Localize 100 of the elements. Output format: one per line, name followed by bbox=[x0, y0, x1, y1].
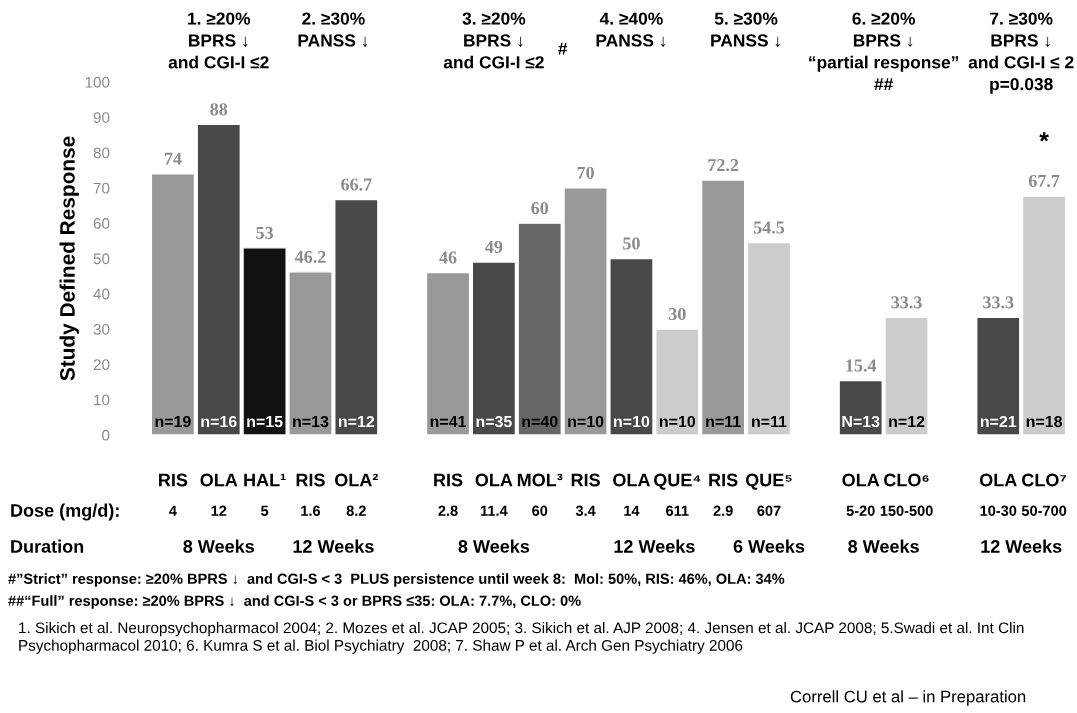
annotation: n=15 bbox=[247, 416, 283, 428]
y-tick-label: 100 bbox=[85, 76, 110, 88]
bar bbox=[150, 173, 196, 435]
text: 1. ≥20% BPRS ↓ and CGI-I ≤2 bbox=[168, 12, 269, 69]
annotation: n=21 bbox=[980, 415, 1017, 428]
text: Dose (mg/d): bbox=[11, 503, 119, 521]
y-tick-label: 90 bbox=[93, 112, 110, 123]
annotation: n=11 bbox=[706, 416, 741, 428]
annotation: n=13 bbox=[293, 415, 329, 428]
text: 8 Weeks bbox=[458, 539, 530, 553]
annotation: n=10 bbox=[614, 415, 650, 428]
text: 5-20 bbox=[846, 505, 875, 516]
x-tick-label: OLA bbox=[475, 473, 513, 487]
annotation: n=11 bbox=[752, 416, 787, 428]
x-tick-label: OLA bbox=[842, 473, 880, 487]
x-tick-label: HAL¹ bbox=[244, 473, 286, 487]
annotation: n=41 bbox=[430, 416, 466, 428]
text: 12 Weeks bbox=[614, 539, 695, 553]
data-label: 46 bbox=[439, 251, 457, 264]
text: 12 Weeks bbox=[981, 539, 1062, 553]
text: 8 Weeks bbox=[183, 539, 254, 553]
data-label: 33.3 bbox=[891, 296, 922, 309]
annotation: N=13 bbox=[842, 415, 880, 428]
data-label: 67.7 bbox=[1028, 174, 1060, 188]
data-label: 33.3 bbox=[983, 296, 1014, 309]
text: # bbox=[558, 42, 568, 55]
bar bbox=[976, 316, 1021, 435]
text: 5. ≥30% PANSS ↓ bbox=[711, 12, 780, 47]
text: Correll CU et al – in Preparation bbox=[790, 690, 1026, 706]
bar bbox=[425, 271, 471, 435]
x-tick-label: MOL³ bbox=[517, 473, 563, 487]
text: 607 bbox=[757, 505, 781, 516]
text: 150-500 bbox=[880, 505, 933, 516]
y-tick-label: 10 bbox=[94, 394, 110, 406]
bar bbox=[746, 241, 792, 435]
data-label: 74 bbox=[164, 152, 182, 165]
y-tick-label: 40 bbox=[93, 288, 110, 300]
data-label: 70 bbox=[577, 166, 594, 179]
x-tick-label: OLA bbox=[200, 473, 238, 487]
text: 4 bbox=[169, 505, 177, 516]
text: 611 bbox=[666, 505, 689, 516]
x-tick-label: QUE⁵ bbox=[745, 473, 792, 490]
text: 3. ≥20% BPRS ↓ and CGI-I ≤2 bbox=[443, 12, 544, 69]
text: 1. Sikich et al. Neuropsychopharmacol 2004; 2. Mozes et al. JCAP 2005; 3. Sikich et al. AJP 2008; 4. Jensen et al. JCAP 2008; 5.Swadi et al. Int Clin Psychopharmacol 2010; 6. Kumra S et al. Biol Psychiatry 2008; 7. Shaw P et al. Arch Gen Psychiatry 2006 bbox=[19, 622, 1024, 654]
data-label: 50 bbox=[623, 237, 640, 250]
text: Duration bbox=[11, 539, 84, 553]
y-axis-title: Study Defined Response bbox=[59, 136, 79, 381]
annotation: n=12 bbox=[338, 415, 375, 428]
text: 2.9 bbox=[713, 505, 733, 516]
x-tick-label: RIS bbox=[296, 473, 325, 487]
x-tick-label: RIS bbox=[159, 473, 188, 487]
annotation: n=18 bbox=[1026, 415, 1063, 428]
annotation: n=10 bbox=[659, 415, 696, 428]
text: 2. ≥30% PANSS ↓ bbox=[298, 12, 368, 47]
text: 6 Weeks bbox=[733, 539, 805, 553]
y-tick-label: 30 bbox=[93, 323, 110, 335]
annotation: n=35 bbox=[476, 415, 512, 428]
x-tick-label: OLA bbox=[613, 473, 651, 487]
y-tick-label: 80 bbox=[93, 147, 110, 159]
y-tick-label: 50 bbox=[93, 253, 110, 265]
text: 3.4 bbox=[575, 505, 596, 516]
data-label: 54.5 bbox=[753, 221, 785, 234]
x-tick-label: CLO⁶ bbox=[884, 473, 929, 487]
text: 11.4 bbox=[481, 505, 508, 516]
text: 10-30 bbox=[980, 505, 1017, 516]
annotation: n=10 bbox=[568, 415, 604, 428]
text: 4. ≥40% PANSS ↓ bbox=[596, 12, 666, 47]
data-label: 60 bbox=[531, 202, 549, 215]
annotation: 6. ≥20% BPRS ↓ “partial response” ## bbox=[809, 12, 959, 91]
data-label: 88 bbox=[210, 103, 228, 116]
text: 50-700 bbox=[1021, 505, 1067, 516]
x-tick-label: RIS bbox=[571, 473, 600, 487]
annotation: 7. ≥30% BPRS ↓ and CGI-I ≤ 2 p=0.038 bbox=[968, 12, 1074, 94]
text: 60 bbox=[532, 505, 548, 516]
annotation: n=12 bbox=[889, 415, 925, 428]
data-label: 72.2 bbox=[708, 159, 739, 172]
data-label: 46.2 bbox=[294, 250, 326, 263]
text: 5 bbox=[261, 505, 269, 516]
text: 12 Weeks bbox=[293, 539, 374, 553]
y-tick-label: 20 bbox=[93, 359, 110, 371]
data-label: 66.7 bbox=[341, 178, 372, 191]
bar bbox=[1021, 195, 1067, 435]
x-tick-label: OLA bbox=[979, 473, 1017, 487]
text: ##“Full” response: ≥20% BPRS ↓ and CGI-S < 3 or BPRS ≤35: OLA: 7.7%, CLO: 0% bbox=[8, 595, 581, 609]
y-tick-label: 70 bbox=[93, 182, 110, 194]
data-label: 53 bbox=[256, 226, 274, 239]
x-tick-label: RIS bbox=[434, 473, 463, 487]
x-tick-label: QUE⁴ bbox=[654, 473, 701, 490]
annotation: n=19 bbox=[155, 415, 191, 428]
text: 2.8 bbox=[438, 505, 458, 516]
text: 1.6 bbox=[301, 505, 321, 516]
text: 12 bbox=[211, 505, 227, 516]
x-tick-label: OLA² bbox=[335, 473, 378, 487]
annotation: n=40 bbox=[522, 415, 558, 428]
data-label: 15.4 bbox=[846, 359, 877, 372]
data-label: 30 bbox=[668, 307, 686, 321]
text: 8 Weeks bbox=[848, 539, 919, 553]
annotation: n=16 bbox=[201, 415, 237, 428]
annotation: * bbox=[1039, 132, 1049, 142]
text: 14 bbox=[624, 505, 640, 516]
